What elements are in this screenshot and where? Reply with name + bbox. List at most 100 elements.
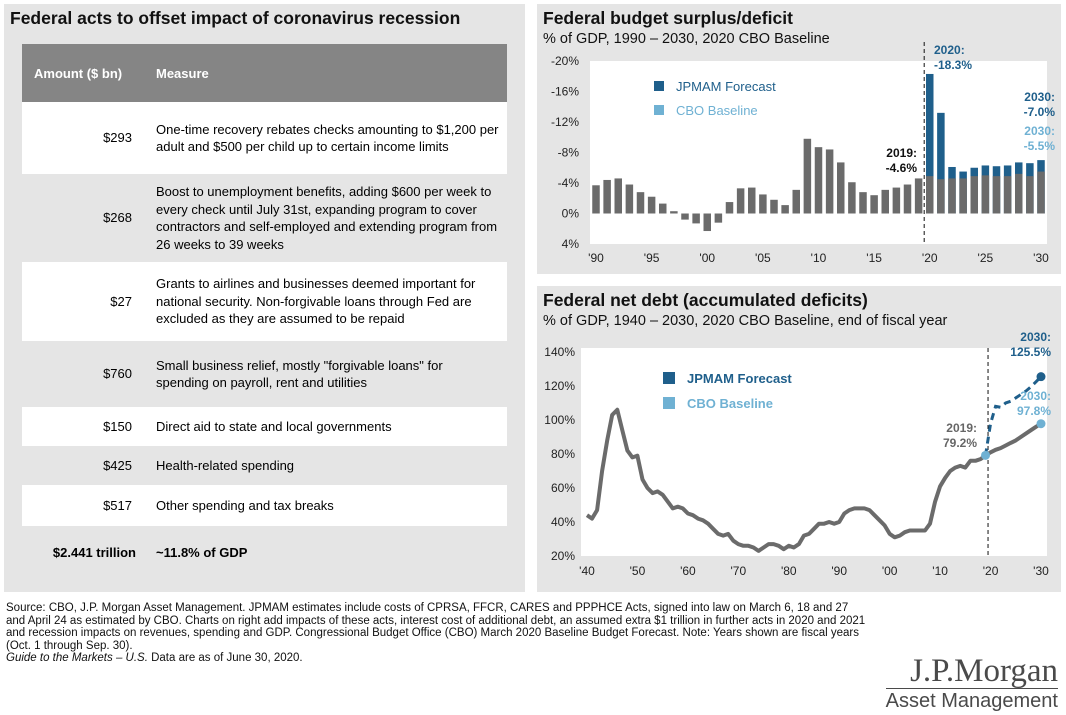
- x-tick-label: '95: [644, 251, 660, 265]
- historical-bar: [625, 184, 634, 214]
- x-tick-label: '90: [831, 564, 847, 578]
- historical-bar: [703, 213, 711, 232]
- data-date: Data are as of June 30, 2020.: [147, 652, 303, 665]
- cbo-baseline-bar: [992, 176, 1001, 214]
- row-amount: $268: [103, 210, 132, 226]
- legend-label: CBO Baseline: [687, 396, 773, 411]
- legend-swatch-jpmam: [654, 81, 664, 91]
- historical-bar: [659, 203, 667, 214]
- total-amount: $2.441 trillion: [52, 545, 136, 561]
- historical-bar: [803, 138, 812, 214]
- source-text: Source: CBO, J.P. Morgan Asset Managemen…: [6, 602, 866, 652]
- cbo-baseline-bar: [1015, 173, 1023, 214]
- y-tick-label: 20%: [551, 549, 575, 563]
- historical-bar: [692, 213, 700, 224]
- y-tick-label: -8%: [558, 146, 580, 160]
- legend-label: JPMAM Forecast: [687, 371, 792, 386]
- historical-bar: [848, 182, 856, 214]
- historical-bar: [892, 187, 901, 214]
- table-row: $268 Boost to unemployment benefits, add…: [22, 174, 507, 262]
- budget-deficit-panel: Federal budget surplus/deficit % of GDP,…: [537, 4, 1061, 274]
- legend-swatch-cbo: [663, 397, 675, 409]
- historical-bar: [792, 189, 800, 214]
- historical-bar: [614, 178, 622, 214]
- cbo-baseline-bar: [948, 178, 956, 214]
- x-tick-label: '10: [932, 564, 948, 578]
- x-tick-label: '05: [755, 251, 771, 265]
- table-total-row: $2.441 trillion ~11.8% of GDP: [22, 526, 507, 580]
- jpmam-forecast-bar: [937, 112, 945, 214]
- historical-bar: [903, 184, 912, 214]
- historical-bar: [748, 187, 756, 214]
- historical-bar: [825, 149, 834, 214]
- jpmam-forecast-bar: [926, 73, 934, 214]
- historical-bar: [914, 178, 923, 214]
- historical-bar: [759, 194, 767, 214]
- annotation-label: -7.0%: [1024, 105, 1056, 119]
- net-debt-panel: Federal net debt (accumulated deficits) …: [537, 286, 1061, 592]
- annotation-label: 2030:: [1024, 90, 1055, 104]
- table-header: Amount ($ bn) Measure: [22, 44, 507, 102]
- annotation-label: -5.5%: [1024, 139, 1056, 153]
- annotation-label: 2019:: [946, 421, 977, 435]
- net-debt-line-chart: 140% 120% 100% 80% 60% 40% 20% '40 '50 '60 '70 '80 '…: [544, 330, 1051, 578]
- y-tick-label: -20%: [551, 54, 579, 68]
- acts-table: Amount ($ bn) Measure $293 One-time reco…: [22, 44, 507, 580]
- x-tick-label: '10: [811, 251, 827, 265]
- x-tick-label: '25: [978, 251, 994, 265]
- annotation-label: -18.3%: [934, 58, 972, 72]
- x-tick-label: '50: [630, 564, 646, 578]
- row-measure: Small business relief, mostly "forgivabl…: [156, 357, 443, 391]
- marker-cbo-2030: [1036, 419, 1046, 429]
- deficit-bar-chart: -20% -16% -12% -8% -4% 0% 4% '90 '95 '00 '05 '10 '15…: [551, 42, 1056, 265]
- legend-label: JPMAM Forecast: [676, 79, 776, 94]
- plot-area: [581, 348, 1047, 556]
- cbo-baseline-bar: [1037, 171, 1045, 214]
- y-tick-label: 0%: [562, 207, 580, 221]
- y-tick-label: 80%: [551, 447, 575, 461]
- legend-swatch-cbo: [654, 105, 664, 115]
- row-amount: $425: [103, 457, 132, 473]
- historical-debt-line: [585, 407, 987, 553]
- guide-line: Guide to the Markets – U.S. Data are as …: [6, 652, 866, 665]
- historical-bar: [859, 192, 867, 214]
- row-amount: $760: [103, 366, 132, 382]
- annotation-label: 125.5%: [1010, 345, 1051, 359]
- row-measure: Grants to airlines and businesses deemed…: [156, 276, 476, 327]
- panel-subtitle: % of GDP, 1940 – 2030, 2020 CBO Baseline…: [543, 313, 948, 329]
- table-row: $517 Other spending and tax breaks: [22, 485, 507, 526]
- total-measure: ~11.8% of GDP: [156, 545, 248, 561]
- x-tick-label: '20: [983, 564, 999, 578]
- legend-label: CBO Baseline: [676, 103, 758, 118]
- x-tick-label: '30: [1033, 564, 1049, 578]
- historical-bar: [837, 162, 845, 214]
- historical-bar: [870, 195, 878, 214]
- x-tick-label: '80: [781, 564, 797, 578]
- header-amount: Amount ($ bn): [34, 65, 123, 81]
- jpmorgan-logo: J.P.Morgan Asset Management: [885, 653, 1058, 712]
- row-amount: $150: [103, 418, 132, 434]
- y-tick-label: -16%: [551, 85, 579, 99]
- marker-jpmam-2030: [1036, 372, 1046, 382]
- historical-bar: [814, 147, 823, 214]
- row-measure: Direct aid to state and local government…: [156, 418, 392, 434]
- y-tick-label: 140%: [544, 345, 575, 359]
- cbo-baseline-bar: [970, 176, 978, 214]
- logo-line1: J.P.Morgan: [910, 653, 1058, 689]
- annotation-label: 97.8%: [1017, 404, 1051, 418]
- annotation-label: -4.6%: [886, 161, 918, 175]
- historical-bar: [714, 213, 723, 223]
- historical-bar: [881, 189, 889, 214]
- x-tick-label: '20: [922, 251, 938, 265]
- historical-bar: [770, 199, 778, 214]
- y-tick-label: 100%: [544, 413, 575, 427]
- table-row: $760 Small business relief, mostly "forg…: [22, 341, 507, 407]
- annotation-label: 2019:: [886, 146, 917, 160]
- cbo-baseline-bar: [1026, 176, 1034, 214]
- historical-bar: [781, 205, 789, 214]
- cbo-baseline-line: [984, 422, 1043, 458]
- historical-bar: [670, 211, 678, 214]
- panel-subtitle: % of GDP, 1990 – 2030, 2020 CBO Baseline: [543, 31, 830, 47]
- cbo-baseline-bar: [937, 179, 945, 214]
- x-tick-label: '70: [731, 564, 747, 578]
